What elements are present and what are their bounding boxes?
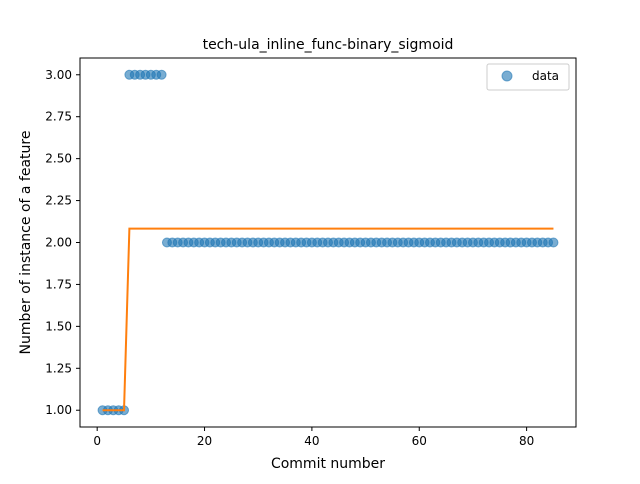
axis-ticks: 0 20 40 60 80 1.00 1.25 1.50 1.75 2.00 2.25 2.50 2.7…: [45, 68, 534, 448]
y-tick-label: 1.25: [45, 361, 72, 375]
y-axis-label: Number of instance of a feature: [18, 131, 34, 355]
x-tick-label: 0: [93, 434, 101, 448]
data-point: [156, 69, 167, 80]
x-tick-label: 80: [519, 434, 534, 448]
y-tick-label: 1.50: [45, 319, 72, 333]
legend-marker-data: [501, 70, 513, 82]
y-tick-label: 2.75: [45, 110, 72, 124]
legend-frame: [486, 63, 570, 91]
y-tick-label: 2.25: [45, 194, 72, 208]
axes-frame: [79, 57, 577, 428]
y-tick-label: 2.00: [45, 236, 72, 250]
legend: data: [486, 63, 570, 91]
x-tick-label: 40: [304, 434, 319, 448]
y-tick-label: 1.75: [45, 277, 72, 291]
data-point: [548, 237, 559, 248]
x-tick-label: 60: [412, 434, 427, 448]
x-axis-label: Commit number: [271, 456, 385, 472]
y-tick-label: 3.00: [45, 68, 72, 82]
x-tick-label: 20: [197, 434, 212, 448]
fit-line: [102, 227, 554, 412]
chart-title: tech-ula_inline_func-binary_sigmoid: [203, 37, 454, 53]
y-tick-label: 1.00: [45, 403, 72, 417]
y-tick-label: 2.50: [45, 152, 72, 166]
plot-area: [97, 69, 559, 416]
legend-label-data: data: [532, 69, 559, 83]
